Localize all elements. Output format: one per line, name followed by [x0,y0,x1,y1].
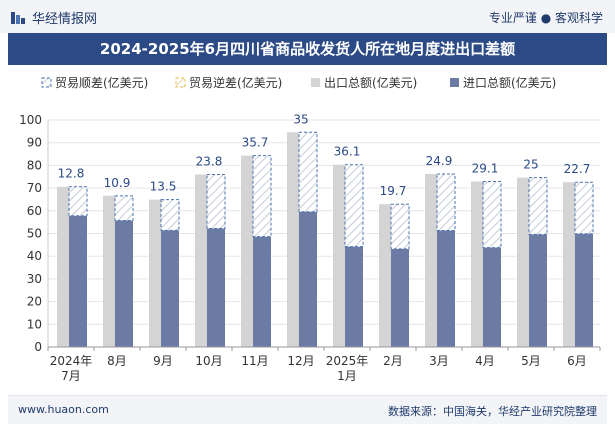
data-label-surplus: 25 [523,158,538,172]
x-tick-label-line: 10月 [195,354,222,368]
bar-import [161,230,179,347]
bar-import [345,246,363,347]
x-tick-label-line: 7月 [61,369,81,383]
bar-import [483,247,501,347]
y-tick-label: 100 [19,113,42,127]
bar-import [437,230,455,347]
data-label-surplus: 10.9 [104,176,131,190]
data-labels: 12.8 10.9 13.5 23.8 35.7 35 36.1 19.7 24.9 29.1 25… [58,112,591,198]
data-label-surplus: 24.9 [426,154,453,168]
data-label-surplus: 35.7 [242,136,269,150]
data-label-surplus: 35 [293,112,308,126]
bar-import [115,220,133,347]
x-tick-label: 11月 [241,354,268,368]
bar-import [69,215,87,347]
legend-swatch-0 [41,77,52,88]
data-label-surplus: 23.8 [196,154,223,168]
data-label-surplus: 19.7 [380,184,407,198]
x-tick-label: 3月 [429,354,449,368]
bar-surplus [390,203,410,250]
legend-label-2: 出口总额(亿美元) [324,75,417,90]
y-tick-label: 70 [27,181,42,195]
x-tick-label-line: 9月 [153,354,173,368]
bar-surplus [252,155,272,238]
data-label-surplus: 36.1 [334,145,361,159]
legend-label-0: 贸易顺差(亿美元) [55,75,148,90]
footer: www.huaon.com 数据来源：中国海关，华经产业研究院整理 [8,395,607,424]
x-tick-label-line: 1月 [337,369,357,383]
bar-surplus [114,195,134,222]
x-tick-label: 12月 [287,354,314,368]
y-tick-label: 90 [27,136,42,150]
bars [57,131,594,347]
bar-import [391,248,409,347]
bar-surplus [298,131,318,213]
y-tick-label: 60 [27,204,42,218]
bar-surplus [528,177,548,235]
y-tick-label: 20 [27,295,42,309]
bar-surplus [482,181,502,249]
y-tick-label: 30 [27,272,42,286]
data-label-surplus: 29.1 [472,162,499,176]
bar-surplus [344,164,364,248]
data-label-surplus: 22.7 [564,162,591,176]
bar-import [207,228,225,347]
legend-label-1: 贸易逆差(亿美元) [189,75,282,90]
bar-surplus [68,186,88,217]
x-tick-label-line: 3月 [429,354,449,368]
brand-name: 华经情报网 [32,12,98,27]
x-tick-label-line: 2025年 [326,354,369,368]
bar-import [253,236,271,347]
x-tick-label-line: 5月 [521,354,541,368]
x-tick-label-line: 6月 [567,354,587,368]
x-tick-label: 8月 [107,354,127,368]
top-bar: 华经情报网 专业严谨 ● 客观科学 [0,0,615,33]
x-tick-label-line: 8月 [107,354,127,368]
data-source: 数据来源：中国海关，华经产业研究院整理 [388,405,597,418]
bar-surplus [574,181,594,235]
x-tick-label: 5月 [521,354,541,368]
axes: 0 10 20 30 40 50 60 70 80 90 100 2024年 7月 8月 9月 10月 11月 1… [19,113,601,383]
x-tick-label: 2024年 7月 [50,354,93,383]
x-tick-label: 4月 [475,354,495,368]
legend-swatch-3 [450,78,459,87]
bar-surplus [160,199,180,231]
bar-import [529,234,547,347]
data-label-surplus: 13.5 [150,180,177,194]
x-tick-label-line: 11月 [241,354,268,368]
y-tick-label: 50 [27,227,42,241]
x-tick-label-line: 4月 [475,354,495,368]
bar-import [575,233,593,347]
legend-swatch-2 [311,78,320,87]
y-tick-label: 0 [34,340,42,354]
chart-title: 2024-2025年6月四川省商品收发货人所在地月度进出口差额 [8,33,607,65]
x-tick-label: 10月 [195,354,222,368]
x-tick-label-line: 2024年 [50,354,93,368]
y-tick-label: 80 [27,158,42,172]
bar-import [299,211,317,347]
brand[interactable]: 华经情报网 [10,8,97,27]
chart-svg: 贸易顺差(亿美元) 贸易逆差(亿美元) 出口总额(亿美元) 进口总额(亿美元) 12.… [19,75,601,383]
bar-surplus [436,173,456,232]
bar-surplus [206,173,226,230]
legend-label-3: 进口总额(亿美元) [463,75,556,90]
y-tick-label: 40 [27,249,42,263]
legend-swatch-1 [175,77,186,88]
x-tick-label: 2025年 1月 [326,354,369,383]
legend: 贸易顺差(亿美元) 贸易逆差(亿美元) 出口总额(亿美元) 进口总额(亿美元) [41,75,556,90]
grid [48,119,600,348]
x-tick-label: 6月 [567,354,587,368]
x-tick-label-line: 2月 [383,354,403,368]
y-tick-label: 10 [27,317,42,331]
huajing-logo-icon [11,11,25,24]
tagline: 专业严谨 ● 客观科学 [488,11,603,25]
x-tick-label: 2月 [383,354,403,368]
x-tick-label-line: 12月 [287,354,314,368]
data-label-surplus: 12.8 [58,167,85,181]
x-tick-label: 9月 [153,354,173,368]
site-link[interactable]: www.huaon.com [18,403,109,416]
